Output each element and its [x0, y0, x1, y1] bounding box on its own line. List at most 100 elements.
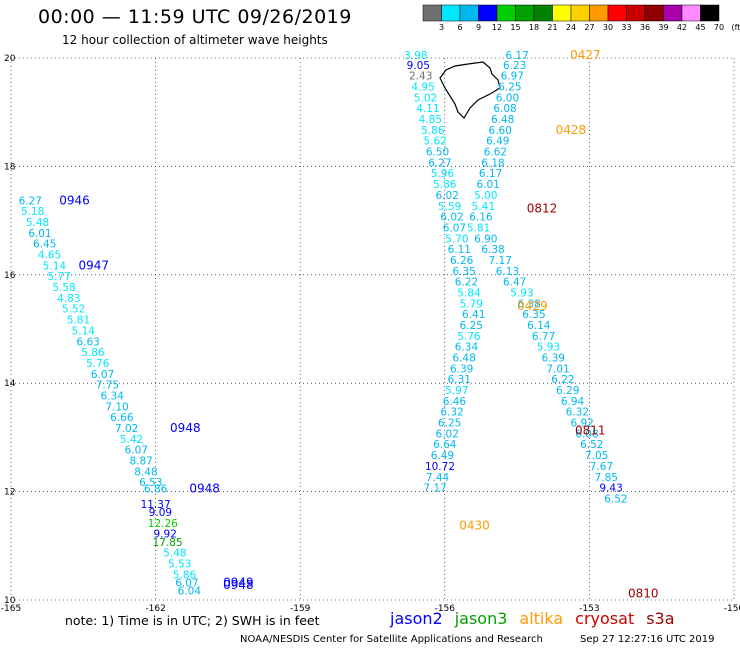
- swh-value-altika: 6.60: [489, 125, 512, 137]
- color-scale-label: 9: [475, 23, 482, 32]
- swh-value-jason2: 6.34: [101, 390, 125, 402]
- swh-value-altika: 6.49: [486, 136, 509, 148]
- swh-value-cryosat: 6.41: [462, 309, 485, 321]
- footer-note: note: 1) Time is in UTC; 2) SWH is in fe…: [65, 613, 320, 628]
- pass-time-altika: 0429: [517, 299, 548, 313]
- color-scale-label: 42: [676, 23, 688, 32]
- swh-value-cryosat: 5.97: [445, 385, 468, 397]
- pass-time-jason2: 0948: [170, 421, 201, 435]
- swh-value-jason2: 6.66: [110, 412, 134, 424]
- swh-value-cryosat: 5.86: [421, 125, 445, 137]
- swh-value-jason2: 6.86: [144, 484, 168, 496]
- swh-value-jason2: 5.77: [48, 271, 71, 283]
- legend-item-cryosat: cryosat: [575, 609, 635, 628]
- swh-value-cryosat: 2.43: [409, 71, 432, 83]
- swh-value-jason2: 5.86: [173, 569, 197, 581]
- swh-value-jason2: 4.65: [38, 250, 61, 262]
- swh-value-jason2: 5.48: [163, 548, 186, 560]
- x-tick-label: -150: [724, 604, 740, 614]
- pass-time-jason2: 0949: [223, 575, 254, 589]
- y-tick-label: 16: [4, 271, 16, 281]
- swh-value-altika: 5.00: [474, 190, 497, 202]
- swh-value-altika: 6.29: [556, 385, 579, 397]
- legend-item-s3a: s3a: [646, 609, 675, 628]
- y-tick-label: 20: [4, 54, 16, 64]
- swh-value-jason2: 6.27: [19, 195, 42, 207]
- swh-value-jason2: 7.02: [115, 423, 138, 435]
- swh-value-cryosat: 5.79: [460, 298, 483, 310]
- swh-value-altika: 6.62: [484, 147, 507, 159]
- swh-value-jason2: 6.01: [28, 228, 51, 240]
- swh-value-cryosat: 7.44: [426, 472, 450, 484]
- swh-value-altika: 6.17: [479, 168, 502, 180]
- x-tick-label: -159: [290, 604, 311, 614]
- swh-value-jason2: 6.04: [178, 586, 202, 598]
- color-scale-label: 33: [621, 23, 632, 32]
- swh-value-altika: 5.93: [510, 287, 533, 299]
- pass-time-jason2: 0947: [78, 258, 109, 272]
- pass-time-altika: 0428: [556, 123, 587, 137]
- pass-time-altika: 0427: [570, 48, 601, 62]
- x-tick-label: -153: [579, 604, 599, 614]
- hawaii-island-coastline: [439, 61, 501, 119]
- swh-value-cryosat: 10.72: [425, 461, 455, 473]
- swh-value-altika: 6.52: [580, 439, 603, 451]
- swh-value-jason2: 7.75: [96, 380, 119, 392]
- swh-value-altika: 6.52: [604, 493, 627, 505]
- swh-value-jason2: 9.09: [149, 507, 172, 519]
- color-scale-label: 70: [713, 23, 725, 32]
- swh-value-cryosat: 6.25: [438, 418, 461, 430]
- color-scale-label: 6: [457, 23, 463, 32]
- swh-value-cryosat: 6.49: [431, 450, 454, 462]
- swh-value-altika: 6.08: [493, 103, 516, 115]
- swh-value-jason2: 11.37: [141, 499, 171, 511]
- swh-value-altika: 7.05: [585, 450, 608, 462]
- x-tick-label: -156: [435, 604, 456, 614]
- swh-value-jason2: 5.86: [81, 347, 105, 359]
- swh-value-altika: 6.94: [561, 396, 585, 408]
- swh-value-jason2: 4.83: [57, 293, 80, 305]
- swh-value-altika: 7.85: [595, 472, 618, 484]
- swh-value-altika: 5.93: [537, 342, 560, 354]
- swh-value-jason2: 5.52: [62, 304, 85, 316]
- color-scale-label: 15: [510, 23, 521, 32]
- swh-value-altika: 6.13: [496, 266, 519, 278]
- pass-time-altika: 0430: [459, 519, 490, 533]
- swh-value-altika: 6.01: [476, 179, 499, 191]
- y-tick-label: 12: [4, 488, 15, 498]
- color-scale-label: 36: [639, 23, 651, 32]
- swh-value-altika: 6.48: [491, 114, 514, 126]
- color-scale-label: 27: [584, 23, 595, 32]
- y-tick-label: 10: [4, 596, 16, 606]
- color-scale-label: 39: [658, 23, 669, 32]
- swh-value-cryosat: 5.62: [423, 136, 446, 148]
- swh-value-jason2: 6.53: [139, 477, 162, 489]
- pass-time-jason2: 0948: [189, 482, 220, 496]
- swh-value-jason2: 5.81: [67, 315, 90, 327]
- swh-value-cryosat: 6.02: [436, 190, 459, 202]
- swh-value-cryosat: 6.34: [455, 342, 479, 354]
- swh-value-altika: 6.18: [481, 157, 504, 169]
- swh-value-altika: 6.22: [551, 374, 574, 386]
- swh-value-altika: 6.38: [481, 244, 504, 256]
- y-tick-label: 14: [4, 379, 16, 389]
- swh-value-jason2: 8.48: [134, 466, 157, 478]
- generation-timestamp: Sep 27 12:27:16 UTC 2019: [580, 634, 715, 645]
- swh-value-cryosat: 6.39: [450, 363, 473, 375]
- swh-value-jason2: 9.92: [154, 529, 177, 541]
- swh-value-altika: 6.39: [542, 353, 565, 365]
- swh-value-jason2: 6.45: [33, 239, 56, 251]
- color-scale-label: 3: [438, 23, 445, 32]
- axis-labels: -165 -162 -159 -156 -153 -150 20 18 16 14 12 10: [1, 54, 740, 614]
- swh-value-cryosat: 6.22: [455, 277, 478, 289]
- legend-item-altika: altika: [519, 609, 564, 628]
- swh-value-cryosat: 6.02: [440, 212, 463, 224]
- swh-value-cryosat: 5.02: [414, 92, 437, 104]
- swh-value-jason2: 6.07: [91, 369, 114, 381]
- swh-value-cryosat: 5.76: [457, 331, 481, 343]
- color-swatch: [700, 4, 720, 22]
- swh-value-altika: 9.43: [599, 483, 622, 495]
- pass-time-cryosat: 0810: [628, 586, 659, 600]
- swh-value-cryosat: 4.11: [416, 103, 439, 115]
- swh-value-jason2: 6.63: [76, 336, 99, 348]
